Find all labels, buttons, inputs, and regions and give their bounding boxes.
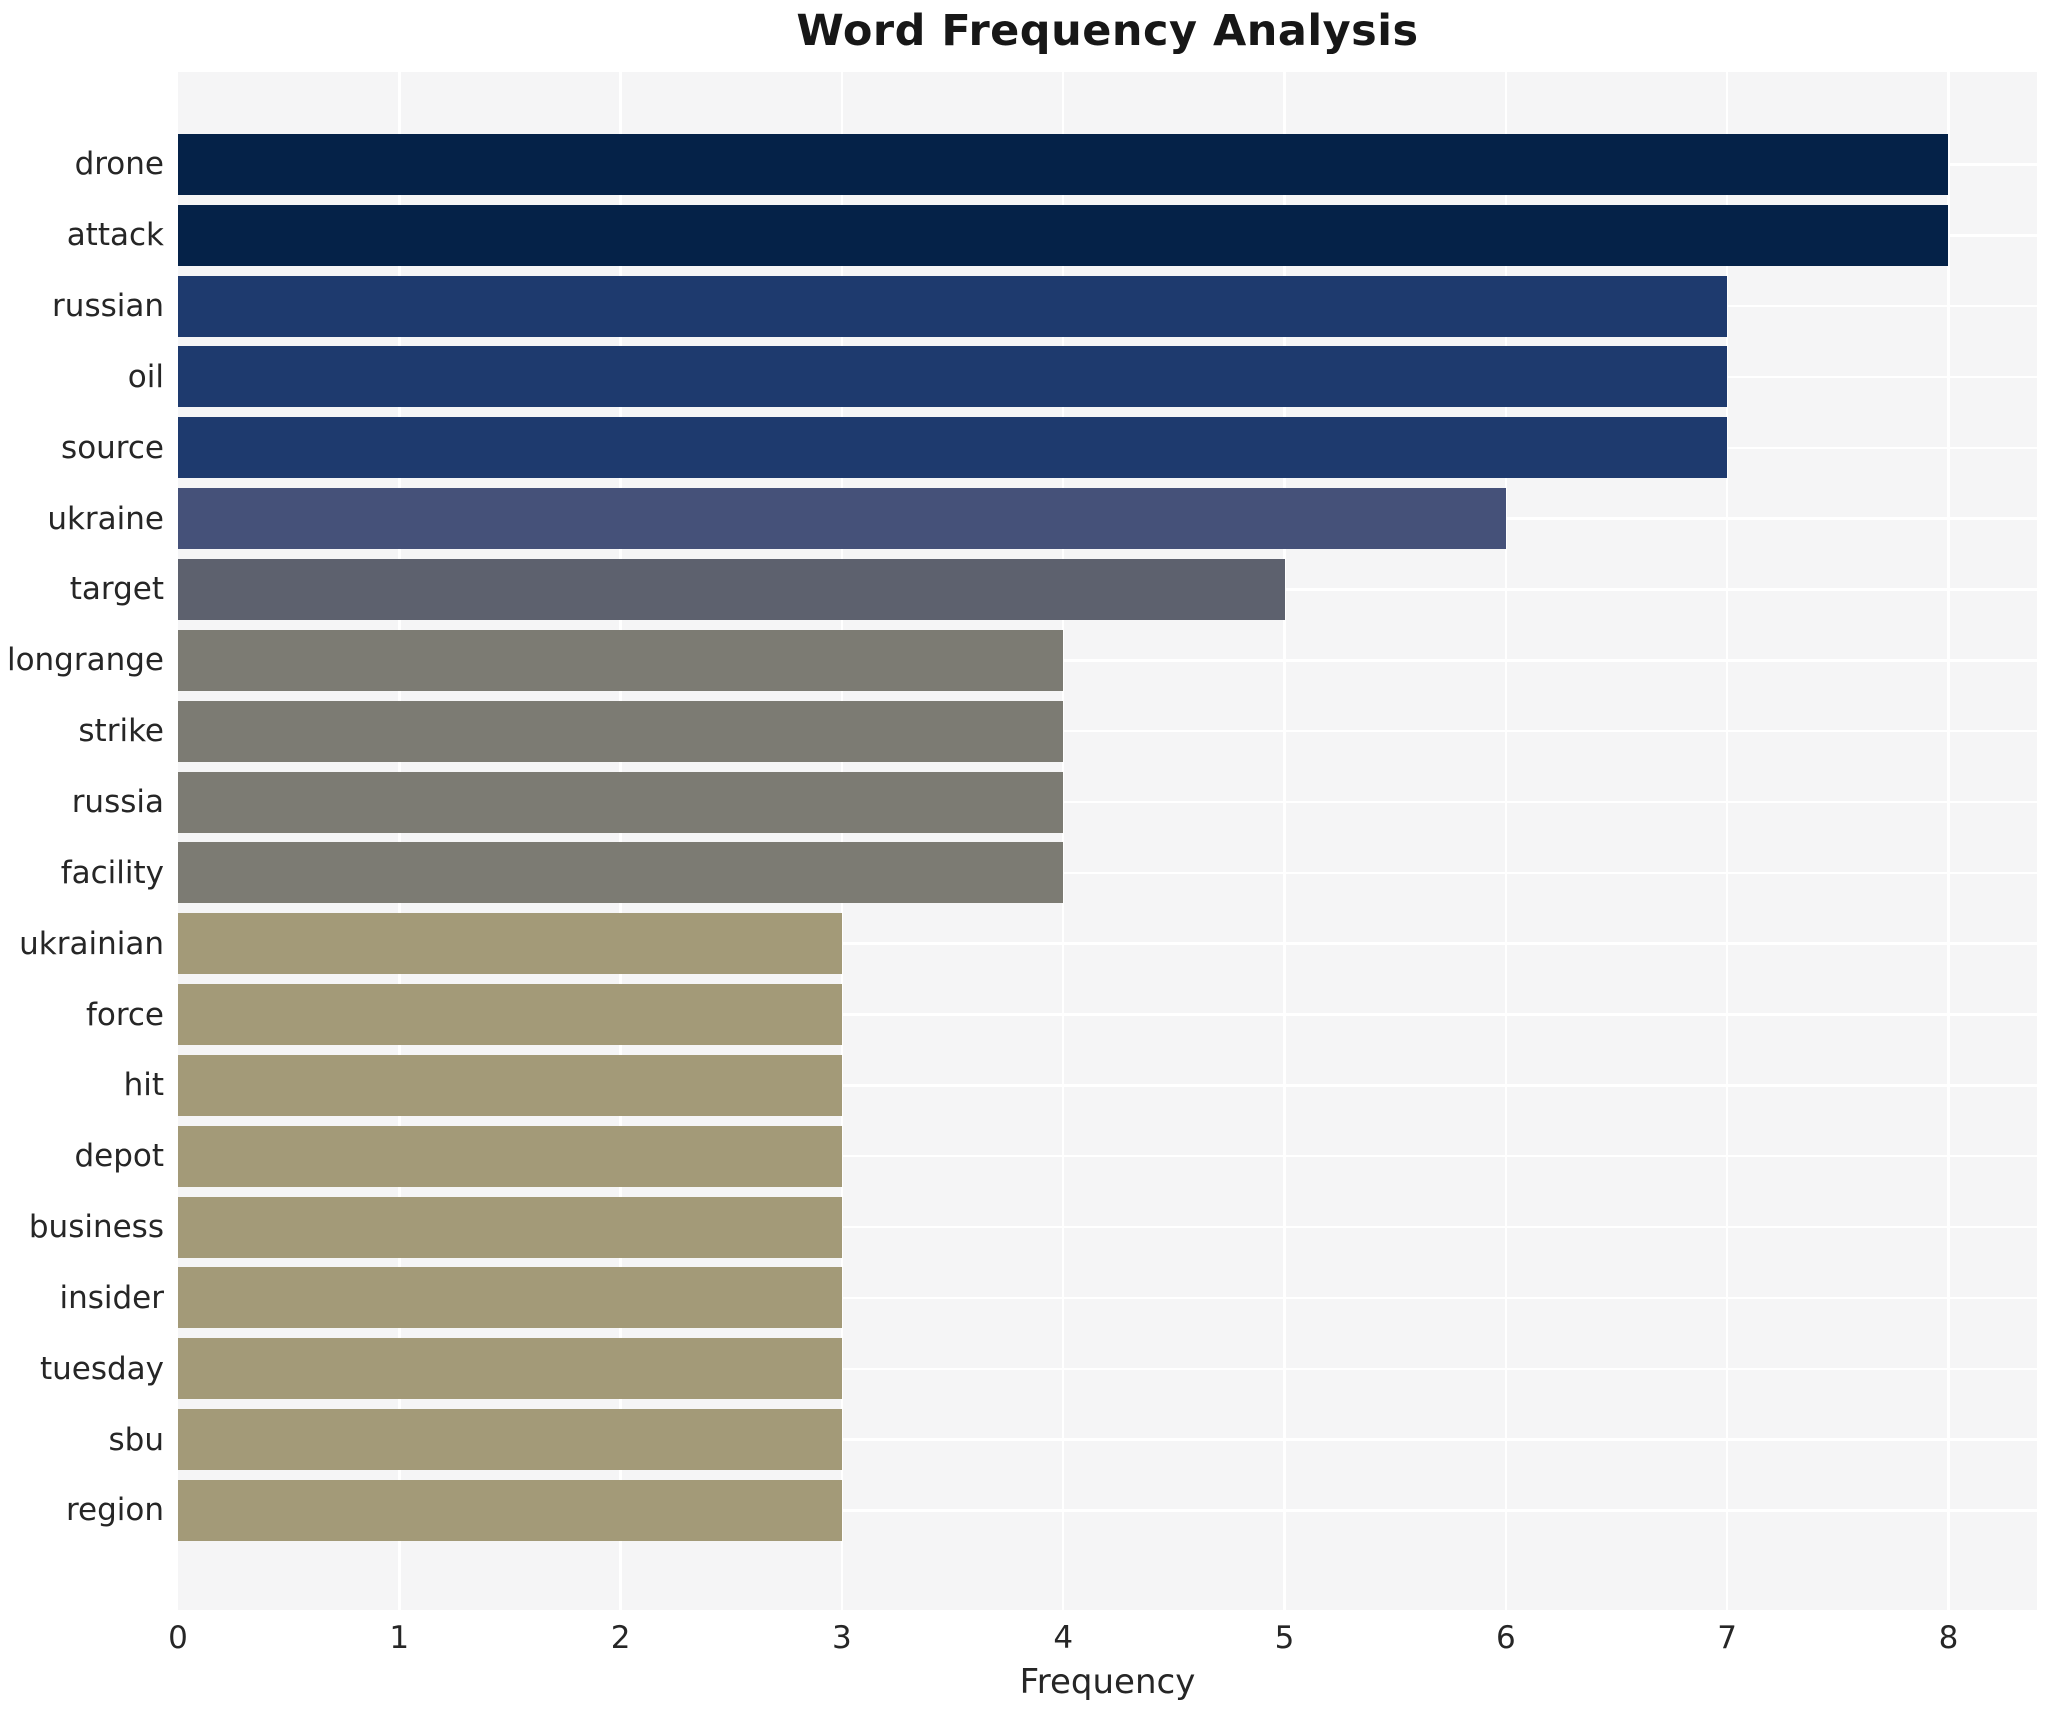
y-axis-label-insider: insider [59, 1279, 164, 1316]
h-gridline [178, 1225, 2037, 1229]
h-gridline [178, 871, 2037, 875]
bar-hit [178, 1054, 842, 1116]
x-axis-title: Frequency [1019, 1662, 1196, 1702]
bar-row [178, 696, 2037, 767]
h-gridline [178, 729, 2037, 733]
bar-ukrainian [178, 913, 842, 975]
bar-target [178, 558, 1285, 620]
bar-row [178, 483, 2037, 554]
y-axis-label-force: force [85, 996, 164, 1033]
y-axis-label-strike: strike [78, 713, 164, 750]
bar-attack [178, 204, 1949, 266]
y-axis-label-russian: russian [52, 288, 164, 325]
y-axis-label-source: source [61, 429, 164, 466]
bar-row [178, 837, 2037, 908]
x-tick-label-0: 0 [168, 1620, 188, 1656]
bar-row [178, 129, 2037, 200]
bar-row [178, 200, 2037, 271]
bar-row [178, 1192, 2037, 1263]
x-tick-label-4: 4 [1053, 1620, 1074, 1656]
bar-force [178, 984, 842, 1046]
bar-row [178, 554, 2037, 625]
bar-row [178, 979, 2037, 1050]
chart-title: Word Frequency Analysis [796, 6, 1419, 56]
v-gridline [1061, 72, 1065, 1610]
y-axis-label-sbu: sbu [108, 1421, 164, 1458]
h-gridline [178, 659, 2037, 662]
bar-strike [178, 700, 1064, 762]
v-gridline [840, 72, 844, 1610]
bar-tuesday [178, 1338, 842, 1400]
bar-russia [178, 771, 1064, 833]
bar-row [178, 1333, 2037, 1404]
v-gridline [1504, 72, 1508, 1610]
x-tick-label-7: 7 [1717, 1620, 1738, 1656]
bar-depot [178, 1125, 842, 1187]
h-gridline [178, 1154, 2037, 1158]
y-axis-label-attack: attack [66, 217, 164, 254]
bar-sbu [178, 1409, 842, 1471]
x-tick-label-8: 8 [1938, 1620, 1959, 1656]
v-gridline [1283, 72, 1286, 1610]
x-tick-label-5: 5 [1274, 1620, 1295, 1656]
y-axis-label-facility: facility [60, 854, 164, 891]
x-tick-label-3: 3 [832, 1620, 852, 1656]
h-gridline [178, 800, 2037, 804]
y-axis-label-ukraine: ukraine [47, 500, 164, 537]
v-gridline [1725, 72, 1729, 1610]
y-axis-label-business: business [28, 1209, 164, 1246]
x-tick-label-1: 1 [389, 1620, 410, 1656]
y-axis-label-longrange: longrange [6, 642, 164, 679]
bar-ukraine [178, 488, 1506, 550]
x-tick-label-6: 6 [1495, 1620, 1516, 1656]
bar-business [178, 1196, 842, 1258]
y-axis-label-tuesday: tuesday [39, 1350, 164, 1387]
bar-drone [178, 133, 1949, 195]
bar-russian [178, 275, 1728, 337]
bar-source [178, 417, 1728, 479]
y-axis-label-target: target [69, 571, 164, 608]
h-gridline [178, 1367, 2037, 1371]
bar-row [178, 271, 2037, 342]
bar-row [178, 342, 2037, 413]
h-gridline [178, 1013, 2037, 1016]
v-gridline [619, 72, 622, 1610]
bar-row [178, 625, 2037, 696]
bar-row [178, 1404, 2037, 1475]
bar-facility [178, 842, 1064, 904]
bar-longrange [178, 629, 1064, 691]
bar-row [178, 1475, 2037, 1546]
h-gridline [178, 1438, 2037, 1441]
y-axis-label-depot: depot [74, 1138, 164, 1175]
h-gridline [178, 1084, 2037, 1087]
bar-row [178, 1121, 2037, 1192]
bar-row [178, 767, 2037, 838]
bar-region [178, 1479, 842, 1541]
bars-region [178, 129, 2037, 1546]
bar-oil [178, 346, 1728, 408]
y-axis-label-region: region [65, 1492, 164, 1529]
h-gridline [178, 942, 2037, 945]
y-axis-label-drone: drone [74, 146, 164, 183]
x-axis-ticks: 0 1 2 3 4 5 6 7 8 [168, 1620, 2037, 1662]
bar-row [178, 1263, 2037, 1334]
h-gridline [178, 1296, 2037, 1300]
y-axis-labels: drone attack russian oil source ukraine target… [0, 129, 164, 1546]
y-axis-label-russia: russia [71, 784, 164, 821]
v-gridline [398, 72, 401, 1610]
y-axis-label-hit: hit [123, 1067, 164, 1104]
h-gridline [178, 1509, 2037, 1512]
bar-row [178, 908, 2037, 979]
bar-insider [178, 1267, 842, 1329]
y-axis-label-oil: oil [127, 358, 164, 395]
y-axis-label-ukrainian: ukrainian [19, 925, 164, 962]
bar-row [178, 412, 2037, 483]
x-tick-label-2: 2 [610, 1620, 631, 1656]
plot-area [178, 72, 2037, 1610]
bar-row [178, 1050, 2037, 1121]
v-gridline [1947, 72, 1950, 1610]
